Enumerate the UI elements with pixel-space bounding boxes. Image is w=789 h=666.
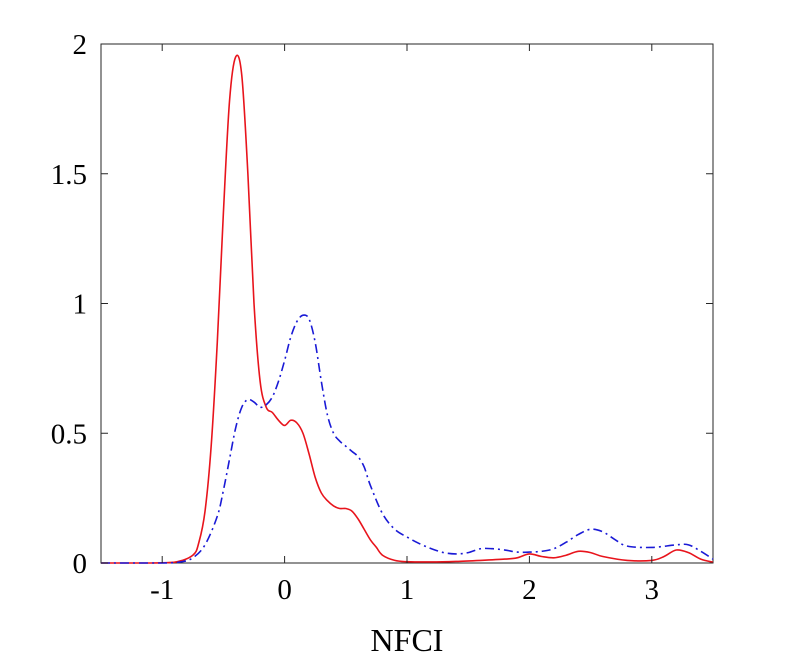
series-layer [100, 54, 714, 564]
x-tick-label: -1 [150, 574, 174, 606]
y-tick-label: 0 [73, 548, 88, 580]
x-tick-label: 2 [522, 574, 537, 606]
ticks-layer: -1 0 1 2 3 0 0.5 1 1.5 2 [51, 29, 713, 606]
axes-layer [100, 43, 714, 564]
x-tick-label: 0 [277, 574, 292, 606]
series-line-blue-dashdot [100, 314, 714, 564]
x-tick-label: 3 [645, 574, 660, 606]
plot-frame [100, 43, 714, 564]
x-tick-label: 1 [400, 574, 415, 606]
x-axis-label: NFCI [371, 622, 444, 658]
y-tick-label: 1 [73, 289, 88, 321]
series-line-red-solid [100, 54, 714, 564]
y-tick-label: 0.5 [51, 418, 87, 450]
y-tick-label: 1.5 [51, 159, 87, 191]
y-tick-label: 2 [73, 29, 88, 61]
